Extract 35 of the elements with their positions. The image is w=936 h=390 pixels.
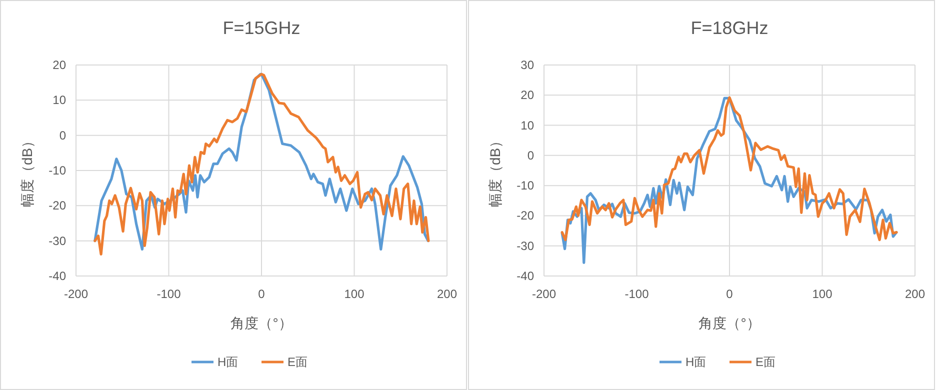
y-tick-label: 0 [59,128,66,142]
y-tick-label: -10 [516,178,534,193]
x-tick-label: 200 [904,287,926,301]
legend-label: H面 [218,355,238,369]
legend-label: E面 [288,355,308,369]
y-tick-label: -20 [48,198,66,213]
y-tick-label: 30 [520,58,534,72]
y-tick-label: 20 [520,88,534,102]
x-tick-label: 0 [726,287,734,301]
y-axis-title: 幅度（dB） [19,134,35,208]
y-tick-label: 10 [52,93,66,108]
y-tick-label: -20 [516,208,534,223]
x-tick-label: -200 [532,287,556,301]
x-tick-label: -100 [624,287,650,301]
y-tick-label: -40 [516,269,534,283]
x-tick-label: -200 [64,287,88,301]
x-tick-label: 200 [436,287,458,301]
x-tick-label: 100 [812,287,833,301]
y-tick-label: -30 [516,238,534,253]
legend-label: H面 [686,355,706,369]
y-tick-label: 20 [52,58,66,72]
x-tick-label: -100 [156,287,182,301]
chart-title: F=15GHz [222,18,300,38]
chart-title: F=18GHz [690,18,768,38]
y-tick-label: -30 [48,234,66,248]
x-axis-title: 角度（°） [698,315,760,331]
y-axis-title: 幅度（dB） [487,134,503,208]
x-tick-label: 100 [344,287,365,301]
x-axis-title: 角度（°） [230,315,292,331]
y-tick-label: 10 [520,118,534,132]
x-tick-label: 0 [258,287,266,301]
y-tick-label: -40 [48,269,66,283]
y-tick-label: -10 [48,164,66,178]
y-tick-label: 0 [527,148,534,162]
legend-label: E面 [756,355,776,369]
